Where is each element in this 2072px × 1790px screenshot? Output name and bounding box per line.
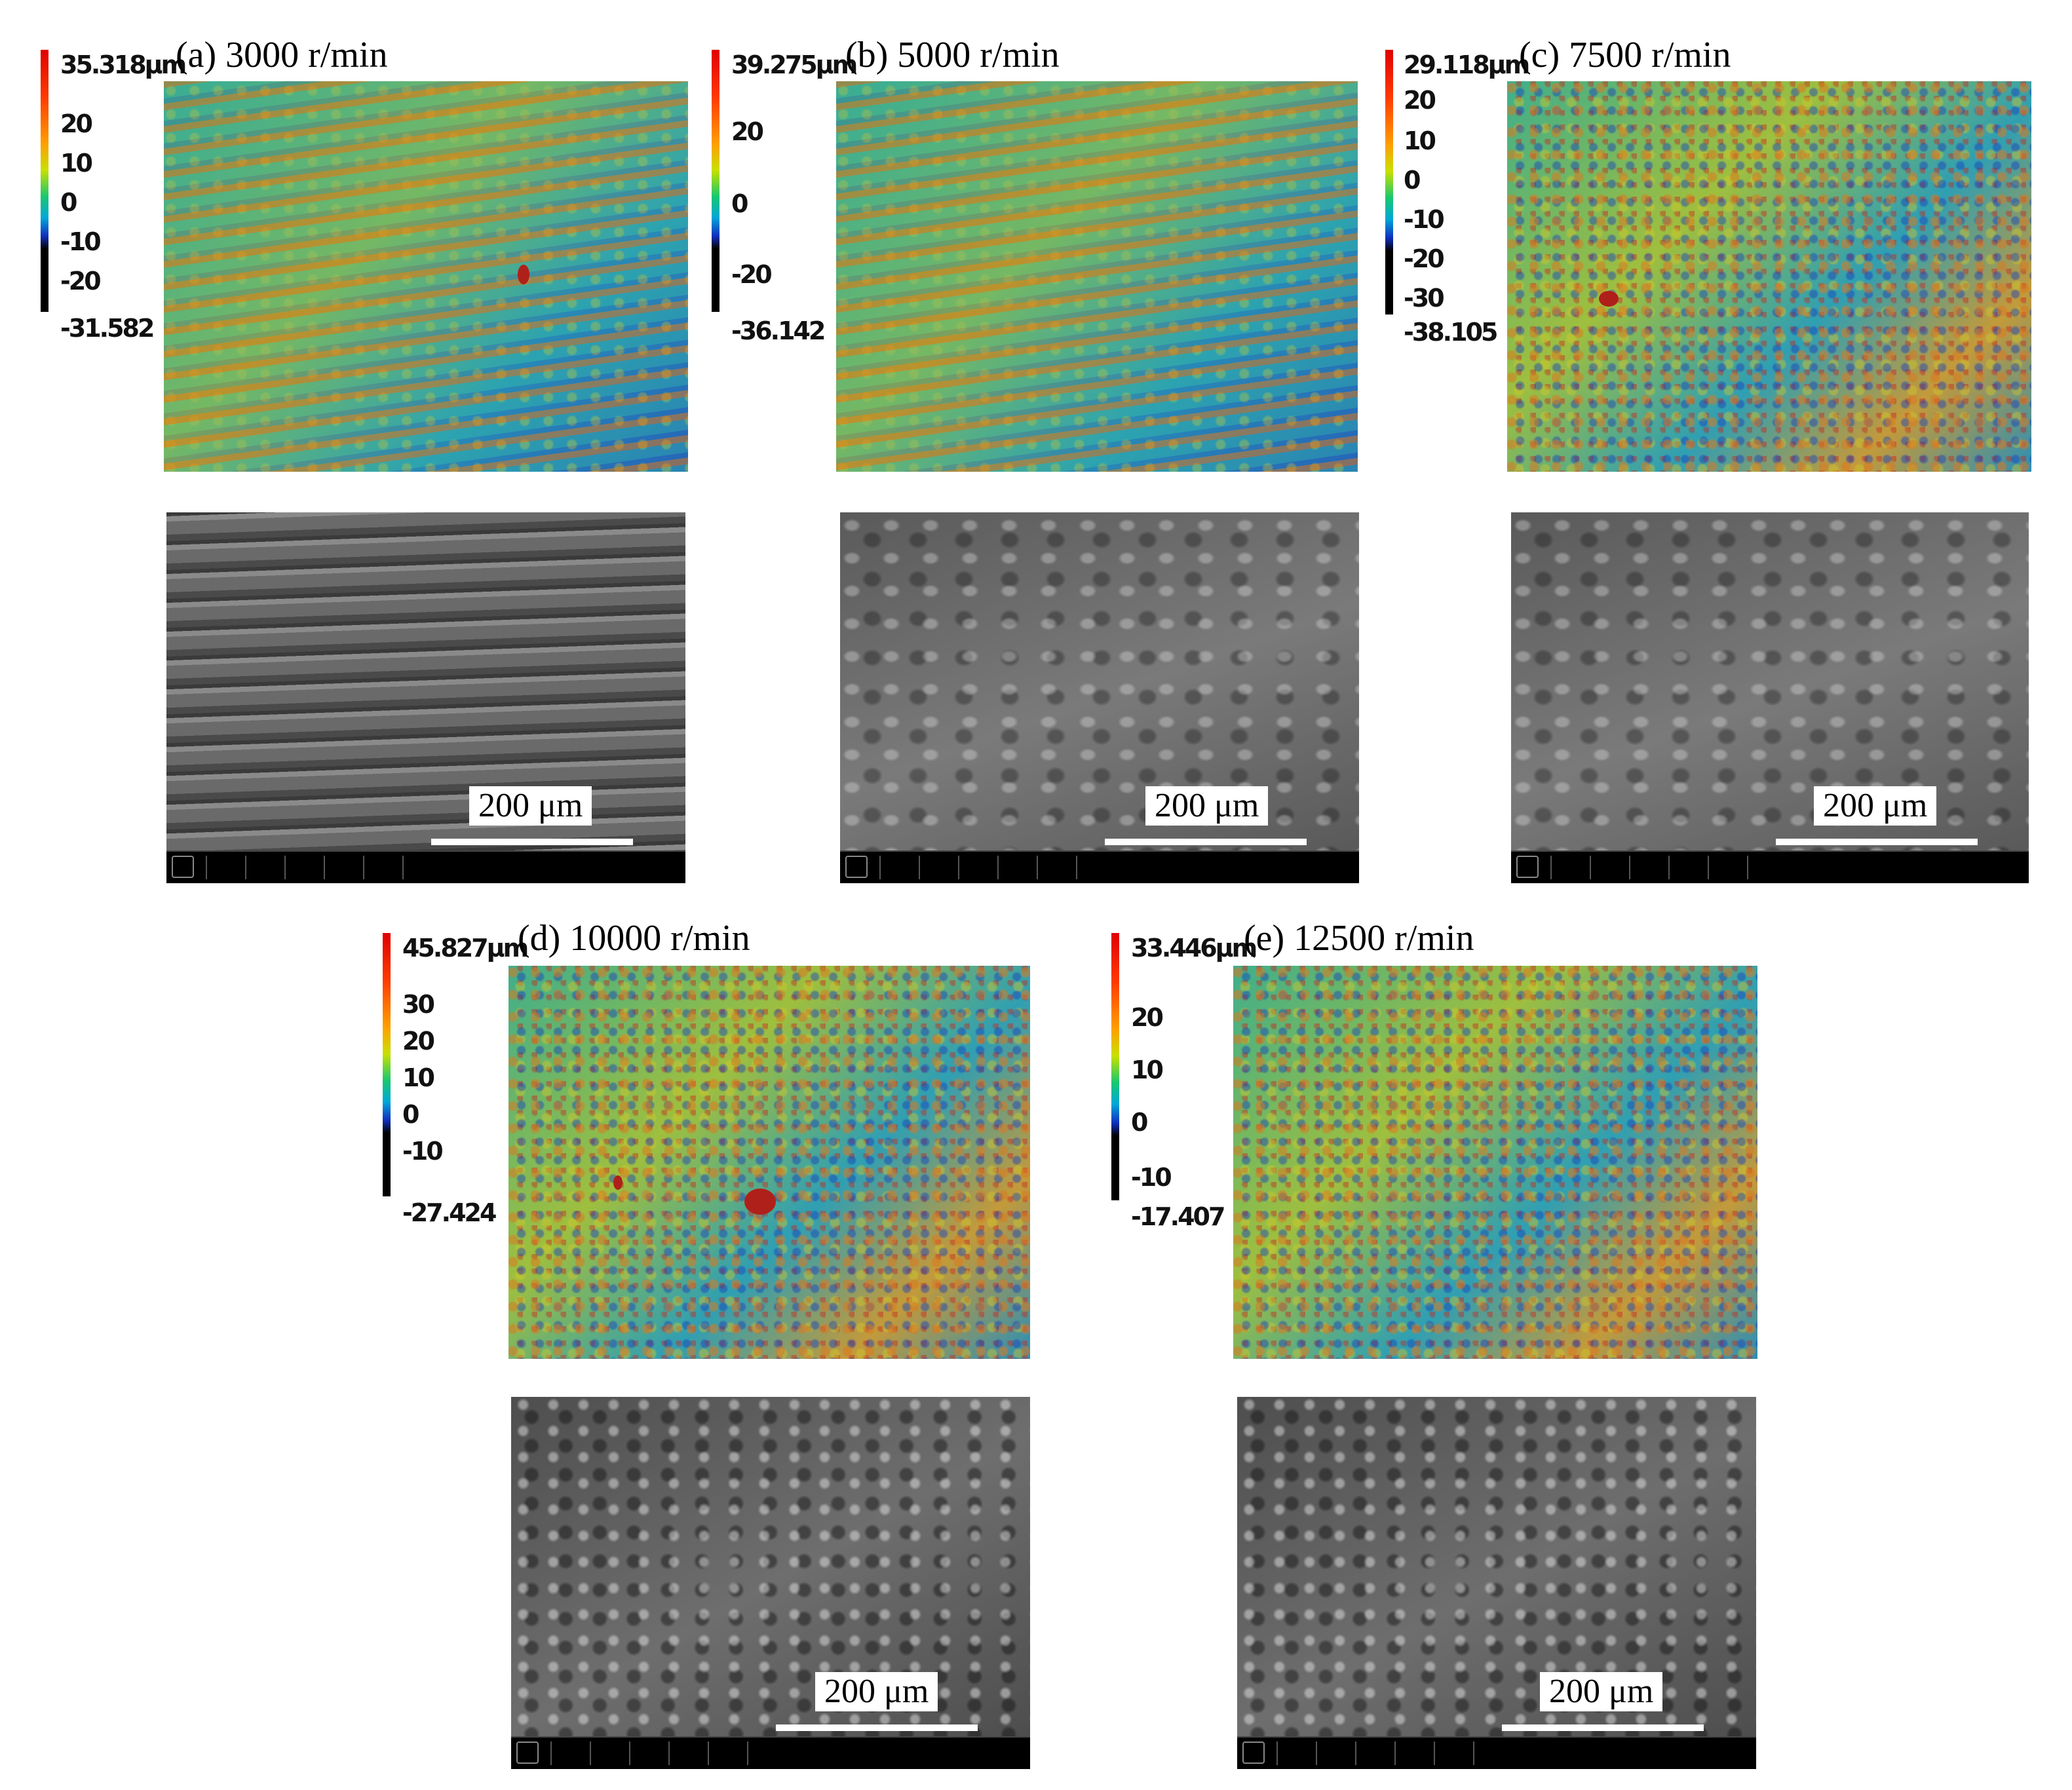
scale-bar-a (431, 839, 633, 845)
colorbar-b-max: 39.275μm (731, 50, 858, 79)
colorbar-d-min: -27.424 (402, 1198, 497, 1227)
colorbar-c (1385, 50, 1393, 314)
scale-label-b: 200 μm (1145, 786, 1269, 826)
colorbar-a-tick-3: -10 (60, 227, 102, 256)
sem-image-a: 200 μm (166, 512, 685, 883)
colorbar-d (383, 933, 391, 1196)
scale-bar-d (776, 1724, 978, 1731)
panel-b-title: (b) 5000 r/min (845, 35, 1060, 75)
colorbar-c-tick-5: -30 (1404, 284, 1446, 313)
colorbar-c-max: 29.118μm (1403, 50, 1530, 79)
sem-image-c: 200 μm (1511, 512, 2029, 883)
colorbar-d-tick-0: 30 (402, 990, 436, 1019)
scale-label-e: 200 μm (1540, 1672, 1663, 1711)
colorbar-c-tick-3: -10 (1404, 205, 1446, 234)
colorbar-b-min: -36.142 (731, 316, 826, 345)
panel-e-title: (e) 12500 r/min (1244, 918, 1474, 959)
panel-d-title: (d) 10000 r/min (518, 918, 750, 959)
instrument-logo-icon (172, 856, 194, 878)
scale-bar-c (1776, 839, 1978, 845)
height-map-b (836, 81, 1358, 472)
height-map-c (1507, 81, 2031, 472)
colorbar-a-tick-2: 0 (60, 188, 78, 217)
colorbar-d-tick-2: 10 (402, 1063, 436, 1092)
colorbar-e (1111, 933, 1119, 1200)
sem-info-bar-c (1511, 850, 2029, 883)
colorbar-c-tick-1: 10 (1404, 126, 1437, 155)
colorbar-d-tick-3: 0 (402, 1100, 420, 1129)
colorbar-a-tick-1: 10 (60, 149, 94, 178)
colorbar-c-tick-4: -20 (1404, 244, 1446, 273)
height-map-e (1233, 966, 1757, 1359)
colorbar-a-max: 35.318μm (60, 50, 187, 79)
colorbar-b-tick-2: -20 (731, 260, 773, 289)
colorbar-d-tick-4: -10 (402, 1137, 444, 1166)
colorbar-a-min: -31.582 (60, 314, 155, 343)
colorbar-e-tick-3: -10 (1131, 1163, 1173, 1192)
sem-info-bar-d (511, 1736, 1030, 1769)
sem-info-bar-a (166, 850, 685, 883)
sem-image-b: 200 μm (840, 512, 1359, 883)
scale-label-a: 200 μm (469, 786, 592, 826)
colorbar-e-max: 33.446μm (1130, 934, 1257, 962)
panel-c-title: (c) 7500 r/min (1519, 35, 1731, 75)
instrument-logo-icon (516, 1742, 539, 1764)
panel-a-title: (a) 3000 r/min (176, 35, 388, 75)
colorbar-e-tick-0: 20 (1131, 1003, 1164, 1032)
height-map-a (164, 81, 688, 472)
sem-info-bar-e (1237, 1736, 1756, 1769)
scale-label-d: 200 μm (815, 1672, 938, 1711)
instrument-logo-icon (1242, 1742, 1265, 1764)
sem-image-e: 200 μm (1237, 1397, 1756, 1769)
colorbar-a-tick-4: -20 (60, 267, 102, 295)
colorbar-d-max: 45.827μm (402, 934, 529, 962)
colorbar-b-tick-0: 20 (731, 117, 765, 146)
colorbar-a (41, 50, 48, 312)
scale-bar-b (1105, 839, 1307, 845)
colorbar-e-tick-2: 0 (1130, 1108, 1149, 1137)
sem-image-d: 200 μm (511, 1397, 1030, 1769)
colorbar-c-tick-0: 20 (1404, 86, 1437, 115)
instrument-logo-icon (845, 856, 868, 878)
scale-label-c: 200 μm (1814, 786, 1937, 826)
colorbar-b (712, 50, 719, 312)
colorbar-e-tick-1: 10 (1131, 1056, 1164, 1084)
sem-info-bar-b (840, 850, 1359, 883)
colorbar-b-tick-1: 0 (731, 189, 749, 218)
colorbar-d-tick-1: 20 (402, 1027, 436, 1056)
colorbar-a-tick-0: 20 (60, 109, 94, 138)
scale-bar-e (1502, 1724, 1704, 1731)
height-map-d (508, 966, 1030, 1359)
instrument-logo-icon (1516, 856, 1539, 878)
colorbar-c-tick-2: 0 (1403, 166, 1421, 195)
colorbar-e-min: -17.407 (1130, 1202, 1225, 1231)
colorbar-c-min: -38.105 (1403, 318, 1498, 347)
